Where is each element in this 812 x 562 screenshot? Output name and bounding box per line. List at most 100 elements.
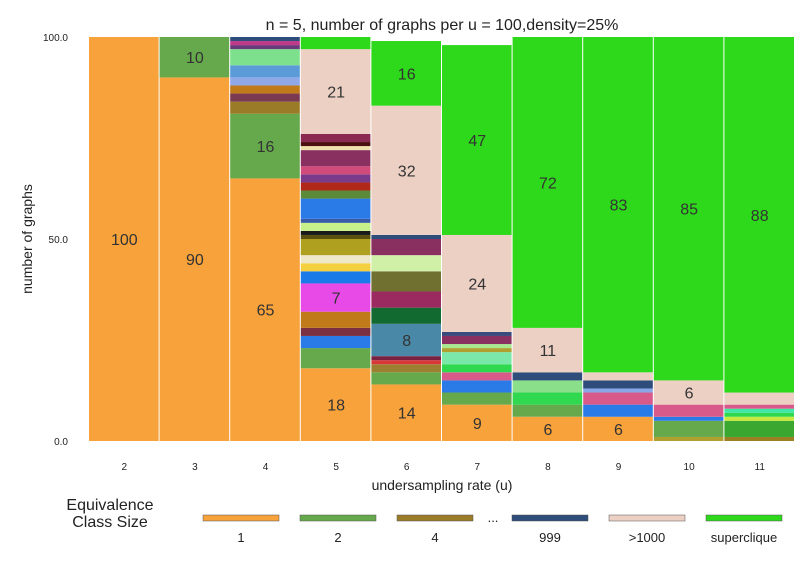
legend-label: 1 <box>237 530 244 545</box>
bar-segment <box>371 291 441 308</box>
legend-label: 2 <box>334 530 341 545</box>
legend-swatch <box>396 514 474 522</box>
bar-segment <box>300 234 371 239</box>
bar-segment <box>300 348 371 369</box>
x-tick-label: 8 <box>545 462 551 473</box>
bar-segment <box>230 85 300 94</box>
bar-segment <box>371 255 441 272</box>
bar-segment <box>300 198 371 219</box>
bar-segment <box>300 311 371 328</box>
bar-segment <box>300 150 371 167</box>
bar-segment <box>371 307 441 324</box>
bar-segment <box>230 113 300 179</box>
bar-segment <box>512 37 583 328</box>
y-axis-label: number of graphs <box>19 184 35 294</box>
y-tick-label: 100.0 <box>43 33 68 44</box>
bar-segment <box>371 271 441 292</box>
x-tick-label: 7 <box>475 462 481 473</box>
bar-segment <box>371 384 441 441</box>
bars: 100 90 10 65 16 18 7 21 14 8 32 16 9 24 47 6 11 72 6 83 6 85 8… <box>89 37 794 442</box>
segment-value-label: 6 <box>543 422 552 439</box>
bar-segment <box>300 166 371 175</box>
segment-value-label: 7 <box>332 291 341 308</box>
legend-swatch <box>705 514 783 522</box>
x-tick-label: 9 <box>616 462 622 473</box>
bar-u-2: 100 <box>89 37 159 441</box>
bar-segment <box>371 364 441 373</box>
bar-segment <box>724 420 794 437</box>
legend-swatch <box>299 514 377 522</box>
bar-segment <box>512 416 583 441</box>
bar-segment <box>653 420 724 437</box>
bar-segment <box>300 218 371 223</box>
bar-segment <box>371 41 441 106</box>
segment-value-label: 100 <box>111 232 138 249</box>
bar-segment <box>159 37 230 78</box>
bar-segment <box>371 372 441 385</box>
bar-segment <box>653 37 724 381</box>
segment-value-label: 16 <box>257 139 275 156</box>
bar-segment <box>89 37 159 441</box>
legend-swatch <box>202 514 280 522</box>
bar-segment <box>512 404 583 417</box>
bar-segment <box>300 37 371 50</box>
bar-segment <box>442 348 512 353</box>
bar-segment <box>300 335 371 349</box>
segment-value-label: 10 <box>186 50 204 67</box>
bar-segment <box>442 331 512 336</box>
segment-value-label: 21 <box>327 85 345 102</box>
legend-item: 999 <box>511 514 589 545</box>
bar-u-9: 6 83 <box>583 37 653 441</box>
segment-value-label: 90 <box>186 252 204 269</box>
legend-swatch <box>608 514 686 522</box>
bar-segment <box>300 368 371 441</box>
bar-u-11: 88 <box>724 37 794 441</box>
bar-segment <box>583 416 653 441</box>
bar-segment <box>724 37 794 393</box>
segment-value-label: 72 <box>539 175 557 192</box>
segment-value-label: 6 <box>685 386 694 403</box>
bar-segment <box>442 335 512 345</box>
bar-segment <box>653 404 724 417</box>
bar-segment <box>653 416 724 421</box>
bar-segment <box>724 408 794 413</box>
bar-segment <box>230 178 300 441</box>
segment-value-label: 11 <box>540 343 557 360</box>
bar-segment <box>653 436 724 441</box>
legend-item: superclique <box>705 514 783 545</box>
segment-value-label: 16 <box>398 66 416 83</box>
legend-item: 4 <box>396 514 474 545</box>
bar-segment <box>300 327 371 336</box>
bar-segment <box>300 49 371 134</box>
y-tick-label: 50.0 <box>49 235 69 246</box>
segment-value-label: 32 <box>398 163 416 180</box>
bar-segment <box>724 436 794 441</box>
x-tick-label: 6 <box>404 462 410 473</box>
legend-item: 1 <box>202 514 280 545</box>
bar-segment <box>442 372 512 381</box>
segment-value-label: 88 <box>751 208 769 225</box>
bar-segment <box>300 283 371 312</box>
bar-segment <box>583 392 653 405</box>
bar-segment <box>230 101 300 114</box>
bar-segment <box>159 77 230 442</box>
bar-segment <box>371 105 441 235</box>
bar-segment <box>300 182 371 191</box>
x-axis-label: undersampling rate (u) <box>372 477 513 493</box>
bar-segment <box>583 388 653 393</box>
bar-segment <box>230 77 300 86</box>
bar-segment <box>371 239 441 256</box>
segment-value-label: 24 <box>468 276 486 293</box>
bar-segment <box>724 416 794 421</box>
bar-segment <box>300 230 371 235</box>
bar-segment <box>371 323 441 357</box>
bar-segment <box>442 234 512 332</box>
bar-segment <box>724 404 794 409</box>
legend-item: 2 <box>299 514 377 545</box>
bar-segment <box>512 392 583 405</box>
y-tick-label: 0.0 <box>54 437 68 448</box>
bar-u-6: 14 8 32 16 <box>371 41 441 441</box>
legend-label: superclique <box>711 530 778 545</box>
legend-label: 4 <box>431 530 438 545</box>
